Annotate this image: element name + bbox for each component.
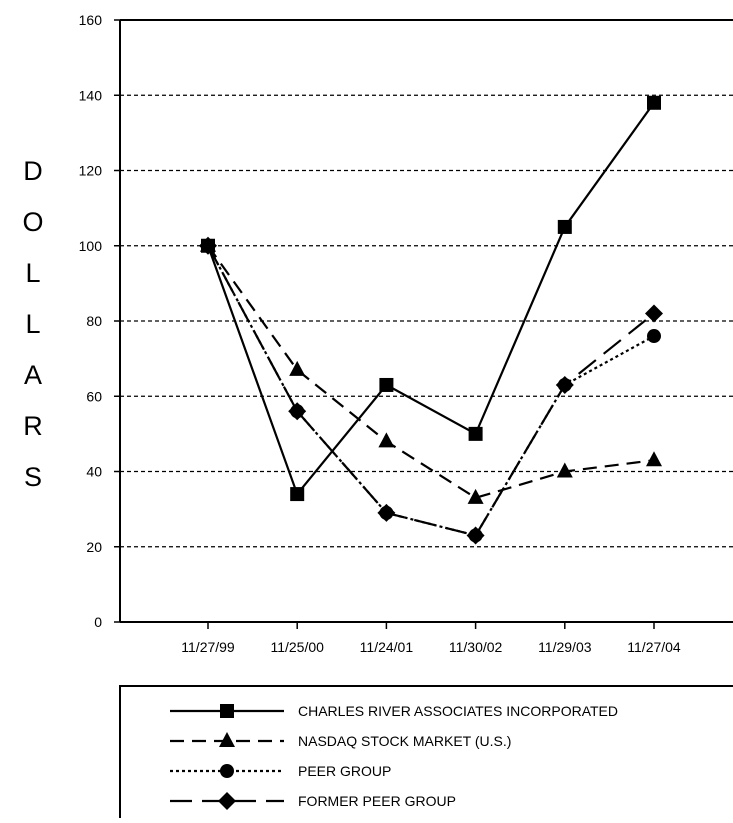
series-line: [207, 245, 655, 537]
x-tick-label: 11/27/99: [181, 639, 235, 655]
legend-label: NASDAQ STOCK MARKET (U.S.): [298, 733, 511, 749]
y-tick-label: 0: [94, 614, 102, 630]
x-tick-label: 11/25/00: [270, 639, 324, 655]
y-tick-label: 80: [86, 313, 102, 329]
y-tick-label: 120: [79, 163, 103, 179]
x-tick-label: 11/27/04: [627, 639, 681, 655]
data-point: [647, 95, 661, 110]
series-line: [206, 102, 655, 497]
y-tick-label: 20: [86, 539, 102, 555]
y-tick-label: 100: [79, 238, 103, 254]
data-point: [377, 503, 396, 522]
y-tick-label: 140: [79, 87, 103, 103]
y-tick-label: 160: [79, 12, 103, 28]
data-point: [378, 432, 395, 448]
data-point: [645, 304, 663, 323]
data-point: [556, 462, 573, 478]
data-point: [646, 451, 662, 467]
data-point: [468, 426, 483, 441]
x-tick-label: 11/24/01: [360, 639, 414, 655]
series-line: [207, 245, 655, 500]
legend-marker: [219, 732, 235, 747]
data-point: [289, 360, 306, 376]
data-point: [288, 402, 307, 421]
y-tick-label: 60: [86, 388, 102, 404]
legend-marker: [218, 792, 236, 810]
data-point: [201, 238, 215, 253]
data-point: [555, 375, 574, 394]
legend-marker: [220, 764, 234, 778]
y-tick-label: 40: [86, 464, 102, 480]
data-point: [379, 377, 394, 392]
legend-box: [119, 685, 733, 823]
legend-label: FORMER PEER GROUP: [298, 793, 456, 809]
x-tick-label: 11/30/02: [449, 639, 503, 655]
data-point: [466, 526, 485, 545]
legend-label: CHARLES RIVER ASSOCIATES INCORPORATED: [298, 703, 618, 719]
data-point: [467, 488, 484, 504]
legend-marker: [220, 704, 234, 718]
legend-label: PEER GROUP: [298, 763, 391, 779]
series-line: [207, 245, 655, 537]
data-point: [557, 219, 572, 234]
data-point: [647, 329, 661, 344]
x-tick-label: 11/29/03: [538, 639, 592, 655]
data-point: [290, 487, 305, 502]
